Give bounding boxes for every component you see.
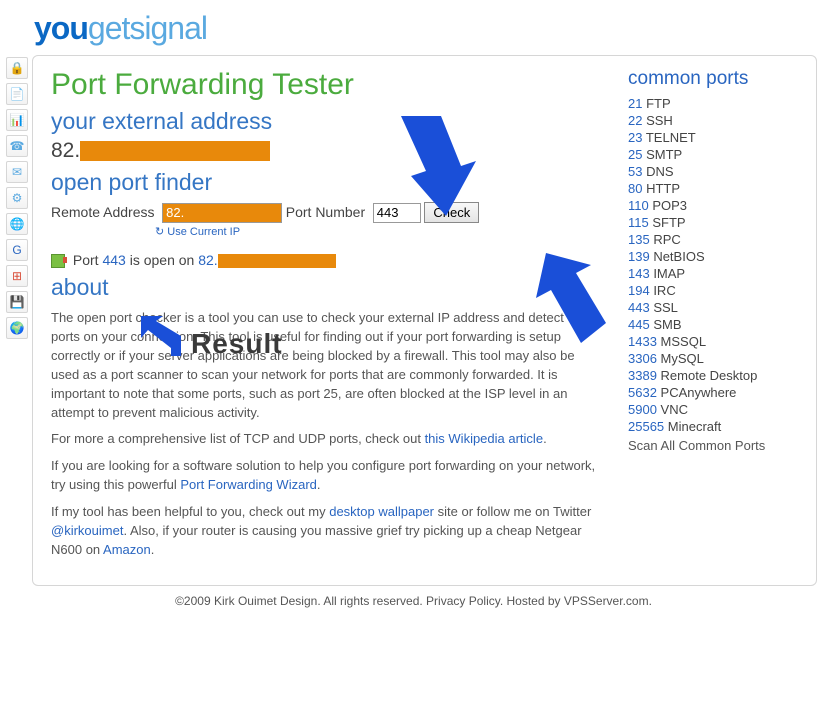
spreadsheet-icon[interactable]: 📊 xyxy=(6,109,28,131)
document-icon[interactable]: 📄 xyxy=(6,83,28,105)
common-port-item[interactable]: 443 SSL xyxy=(628,300,800,315)
about-p4: If my tool has been helpful to you, chec… xyxy=(51,503,602,560)
status-ip-link[interactable]: 82. xyxy=(198,252,217,268)
logo-get: get xyxy=(88,10,129,46)
disk-icon[interactable]: 💾 xyxy=(6,291,28,313)
common-port-item[interactable]: 21 FTP xyxy=(628,96,800,111)
google-icon[interactable]: G xyxy=(6,239,28,261)
common-port-item[interactable]: 3306 MySQL xyxy=(628,351,800,366)
ip-redacted xyxy=(80,141,270,161)
scan-all-link[interactable]: Scan All Common Ports xyxy=(628,438,800,453)
windows-icon[interactable]: ⊞ xyxy=(6,265,28,287)
twitter-link[interactable]: @kirkouimet xyxy=(51,523,123,538)
main-panel: Port Forwarding Tester your external add… xyxy=(32,55,817,586)
world-icon[interactable]: 🌍 xyxy=(6,317,28,339)
common-ports-heading: common ports xyxy=(628,68,800,90)
common-port-item[interactable]: 23 TELNET xyxy=(628,130,800,145)
lock-icon[interactable]: 🔒 xyxy=(6,57,28,79)
external-ip: 82. xyxy=(51,139,602,163)
wallpaper-link[interactable]: desktop wallpaper xyxy=(329,504,434,519)
about-p2: For more a comprehensive list of TCP and… xyxy=(51,430,602,449)
footer-privacy-link[interactable]: Privacy Policy xyxy=(426,594,500,608)
common-port-item[interactable]: 139 NetBIOS xyxy=(628,249,800,264)
port-label: Port Number xyxy=(286,204,365,220)
mail-icon[interactable]: ✉ xyxy=(6,161,28,183)
open-flag-icon xyxy=(51,254,65,268)
check-button[interactable]: Check xyxy=(424,202,479,223)
common-port-item[interactable]: 1433 MSSQL xyxy=(628,334,800,349)
arrow-to-result-icon xyxy=(141,316,191,366)
remote-label: Remote Address xyxy=(51,204,155,220)
common-port-item[interactable]: 115 SFTP xyxy=(628,215,800,230)
result-annotation-label: Result xyxy=(191,328,283,360)
ip-prefix: 82. xyxy=(51,139,80,162)
common-port-item[interactable]: 25 SMTP xyxy=(628,147,800,162)
common-port-item[interactable]: 445 SMB xyxy=(628,317,800,332)
common-ports-panel: common ports 21 FTP 22 SSH 23 TELNET 25 SMT… xyxy=(620,68,800,567)
footer: ©2009 Kirk Ouimet Design. All rights res… xyxy=(0,586,827,616)
common-port-item[interactable]: 143 IMAP xyxy=(628,266,800,281)
finder-form: Remote Address Port Number Check xyxy=(51,202,602,223)
common-port-item[interactable]: 25565 Minecraft xyxy=(628,419,800,434)
logo-signal: signal xyxy=(129,10,207,46)
tool-iconbar: 🔒 📄 📊 ☎ ✉ ⚙ 🌐 G ⊞ 💾 🌍 xyxy=(0,55,32,586)
common-port-item[interactable]: 135 RPC xyxy=(628,232,800,247)
about-p3: If you are looking for a software soluti… xyxy=(51,457,602,495)
wizard-link[interactable]: Port Forwarding Wizard xyxy=(180,477,317,492)
about-section: The open port checker is a tool you can … xyxy=(51,309,602,559)
common-port-item[interactable]: 110 POP3 xyxy=(628,198,800,213)
external-heading: your external address xyxy=(51,108,602,135)
globe-icon[interactable]: 🌐 xyxy=(6,213,28,235)
port-number-input[interactable] xyxy=(373,203,421,223)
status-port-link[interactable]: 443 xyxy=(102,252,125,268)
about-heading: about xyxy=(51,274,602,301)
network-icon[interactable]: ⚙ xyxy=(6,187,28,209)
about-p1: The open port checker is a tool you can … xyxy=(51,309,602,422)
common-port-item[interactable]: 3389 Remote Desktop xyxy=(628,368,800,383)
remote-address-input[interactable] xyxy=(162,203,282,223)
status-ip-redacted xyxy=(218,254,336,268)
amazon-link[interactable]: Amazon xyxy=(103,542,151,557)
common-port-item[interactable]: 5632 PCAnywhere xyxy=(628,385,800,400)
common-port-item[interactable]: 5900 VNC xyxy=(628,402,800,417)
footer-host-link[interactable]: VPSServer.com xyxy=(564,594,649,608)
common-port-item[interactable]: 53 DNS xyxy=(628,164,800,179)
refresh-icon: ↻ xyxy=(155,226,167,238)
phone-icon[interactable]: ☎ xyxy=(6,135,28,157)
common-port-item[interactable]: 194 IRC xyxy=(628,283,800,298)
site-logo[interactable]: yougetsignal xyxy=(0,0,827,55)
finder-heading: open port finder xyxy=(51,169,602,196)
logo-you: you xyxy=(34,10,88,46)
common-port-item[interactable]: 22 SSH xyxy=(628,113,800,128)
common-port-item[interactable]: 80 HTTP xyxy=(628,181,800,196)
use-current-ip-link[interactable]: ↻ Use Current IP xyxy=(155,225,602,238)
footer-design-link[interactable]: Kirk Ouimet Design xyxy=(214,594,317,608)
wikipedia-link[interactable]: this Wikipedia article xyxy=(425,431,544,446)
page-title: Port Forwarding Tester xyxy=(51,68,602,102)
port-status: Port 443 is open on 82. xyxy=(51,252,602,268)
